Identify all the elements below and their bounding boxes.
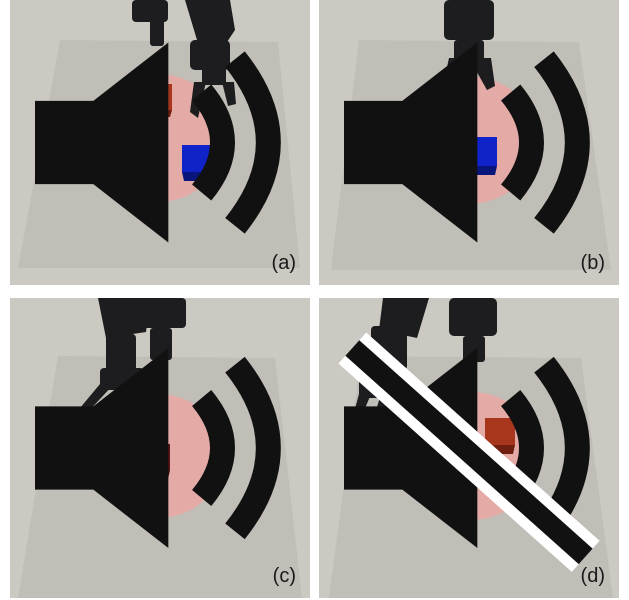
panel-c: (c): [10, 298, 310, 598]
panel-a: (a): [10, 0, 310, 285]
speaker-muted-icon: [338, 332, 600, 572]
panel-label: (b): [580, 252, 605, 274]
panel-b: (b): [319, 0, 619, 285]
panel-label: (a): [271, 252, 296, 274]
speaker-on-icon: [35, 42, 281, 243]
panel-d: (d): [319, 298, 619, 598]
speaker-on-icon: [35, 348, 281, 548]
panel-label: (d): [580, 565, 605, 587]
panel-label: (c): [272, 565, 296, 587]
speaker-on-icon: [344, 42, 590, 243]
